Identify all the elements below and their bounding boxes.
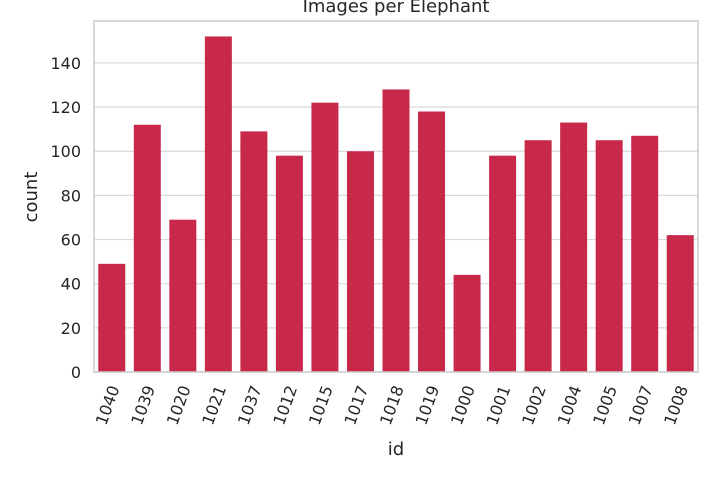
y-tick-label: 100 bbox=[50, 142, 81, 161]
x-tick-label: 1018 bbox=[376, 383, 408, 428]
bar bbox=[311, 102, 339, 372]
x-tick-label: 1007 bbox=[625, 383, 657, 428]
bar bbox=[666, 235, 694, 372]
y-tick-label: 0 bbox=[71, 363, 81, 382]
x-tick-label: 1005 bbox=[589, 383, 621, 428]
bar bbox=[560, 122, 588, 372]
y-tick-label: 60 bbox=[61, 231, 81, 250]
chart-title: Images per Elephant bbox=[303, 0, 490, 17]
y-tick-label: 120 bbox=[50, 98, 81, 117]
y-axis-label: count bbox=[21, 172, 42, 223]
bar bbox=[169, 219, 197, 372]
x-tick-label: 1002 bbox=[518, 383, 550, 428]
x-tick-label: 1040 bbox=[92, 383, 124, 428]
bar bbox=[98, 263, 126, 372]
bars bbox=[98, 36, 694, 373]
x-axis-label: id bbox=[388, 439, 404, 460]
bar bbox=[346, 151, 374, 372]
bar bbox=[382, 89, 410, 372]
bar bbox=[133, 124, 161, 372]
x-tick-label: 1008 bbox=[660, 383, 692, 428]
bar bbox=[240, 131, 268, 372]
x-tick-label: 1015 bbox=[305, 383, 337, 428]
bar bbox=[631, 135, 659, 372]
x-tick-label: 1001 bbox=[483, 383, 515, 428]
x-tick-label: 1004 bbox=[554, 383, 586, 428]
bar bbox=[275, 155, 303, 372]
x-tick-label: 1037 bbox=[234, 383, 266, 428]
bar bbox=[453, 274, 481, 372]
x-tick-label: 1020 bbox=[163, 383, 195, 428]
y-tick-label: 140 bbox=[50, 54, 81, 73]
plot-frame bbox=[93, 20, 699, 373]
y-tick-label: 40 bbox=[61, 275, 81, 294]
x-tick-label: 1019 bbox=[412, 383, 444, 428]
bar bbox=[595, 140, 623, 372]
y-tick-label: 20 bbox=[61, 319, 81, 338]
x-tick-label: 1017 bbox=[340, 383, 372, 428]
bar bbox=[489, 155, 517, 372]
bar bbox=[204, 36, 232, 373]
bar bbox=[418, 111, 446, 373]
x-tick-label: 1000 bbox=[447, 383, 479, 428]
y-tick-labels: 0 20 40 60 80 100 120 140 bbox=[50, 54, 81, 382]
bar bbox=[524, 140, 552, 372]
y-tick-label: 80 bbox=[61, 186, 81, 205]
x-tick-label: 1021 bbox=[198, 383, 230, 428]
x-tick-labels: 1040 1039 1020 1021 1037 1012 1015 1017 1018 1019… bbox=[92, 383, 692, 428]
x-tick-label: 1039 bbox=[127, 383, 159, 428]
x-tick-label: 1012 bbox=[269, 383, 301, 428]
